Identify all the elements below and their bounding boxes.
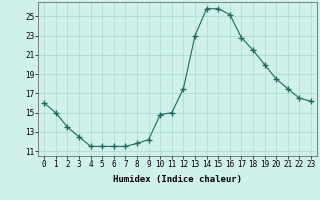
X-axis label: Humidex (Indice chaleur): Humidex (Indice chaleur) <box>113 175 242 184</box>
